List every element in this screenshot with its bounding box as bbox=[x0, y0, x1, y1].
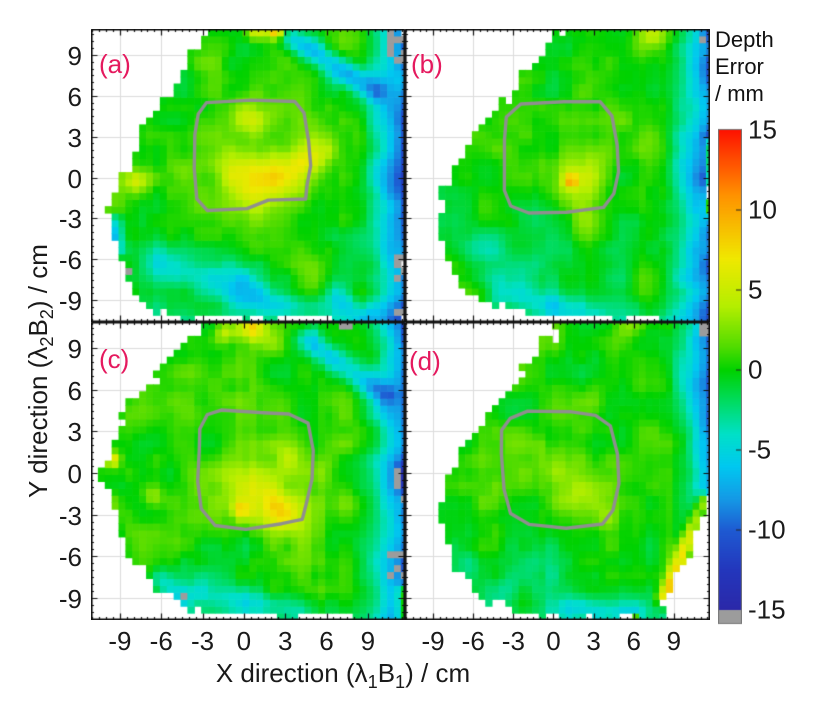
x-tick-label: 6 bbox=[319, 626, 334, 656]
x-tick-label: 0 bbox=[546, 626, 561, 656]
y-tick-label: -3 bbox=[58, 500, 82, 531]
colorbar-tick-label: 10 bbox=[748, 194, 777, 225]
x-axis-label: X direction (λ1B1) / cm bbox=[215, 658, 471, 693]
x-tick-label: 3 bbox=[586, 626, 601, 656]
y-tick-label: 3 bbox=[67, 122, 82, 153]
heatmap-panel-a bbox=[91, 29, 405, 322]
colorbar-title-line1: Depth bbox=[715, 27, 774, 52]
heatmap-panel-d bbox=[405, 322, 710, 620]
y-tick-label: 6 bbox=[67, 81, 82, 112]
x-tick-label: -3 bbox=[190, 626, 215, 656]
heatmap-panel-b bbox=[405, 29, 710, 322]
x-tick-label: -9 bbox=[108, 626, 132, 656]
panel-label-c: (c) bbox=[99, 344, 130, 374]
colorbar-tick-label: 5 bbox=[748, 274, 763, 305]
y-tick-label: 6 bbox=[67, 375, 82, 406]
y-tick-label: 9 bbox=[67, 334, 82, 365]
colorbar-tick-label: -10 bbox=[748, 514, 786, 545]
y-tick-label: 0 bbox=[67, 459, 82, 490]
x-tick-label: -6 bbox=[461, 626, 485, 656]
colorbar-tick-label: -15 bbox=[748, 594, 786, 625]
panel-label-d: (d) bbox=[409, 346, 441, 376]
x-tick-label: -6 bbox=[149, 626, 173, 656]
x-tick-label: 9 bbox=[360, 626, 376, 656]
y-tick-label: -9 bbox=[58, 583, 82, 614]
colorbar bbox=[718, 128, 742, 626]
panel-label-a: (a) bbox=[99, 49, 131, 79]
y-tick-label: -6 bbox=[58, 245, 82, 276]
x-tick-label: 6 bbox=[626, 626, 641, 656]
y-tick-label: 9 bbox=[67, 40, 82, 71]
x-tick-label: -3 bbox=[501, 626, 525, 656]
colorbar-tick-label: 15 bbox=[748, 114, 777, 145]
y-tick-label: 3 bbox=[67, 417, 82, 448]
y-tick-label: -3 bbox=[58, 204, 82, 235]
colorbar-tick-label: -5 bbox=[748, 434, 772, 465]
x-tick-label: 9 bbox=[666, 626, 682, 656]
colorbar-title: Depth Error / mm bbox=[715, 26, 774, 107]
colorbar-title-line2: Error bbox=[715, 54, 764, 79]
y-tick-label: 0 bbox=[67, 163, 82, 194]
x-tick-label: 0 bbox=[236, 626, 252, 656]
panel-label-b: (b) bbox=[411, 49, 443, 79]
x-tick-label: 3 bbox=[277, 626, 293, 656]
x-tick-label: -9 bbox=[421, 626, 445, 656]
heatmap-panel-c bbox=[91, 322, 405, 620]
y-tick-label: -6 bbox=[58, 542, 82, 573]
colorbar-tick-label: 0 bbox=[748, 354, 763, 385]
y-tick-label: -9 bbox=[58, 286, 82, 317]
colorbar-title-line3: / mm bbox=[715, 81, 764, 106]
